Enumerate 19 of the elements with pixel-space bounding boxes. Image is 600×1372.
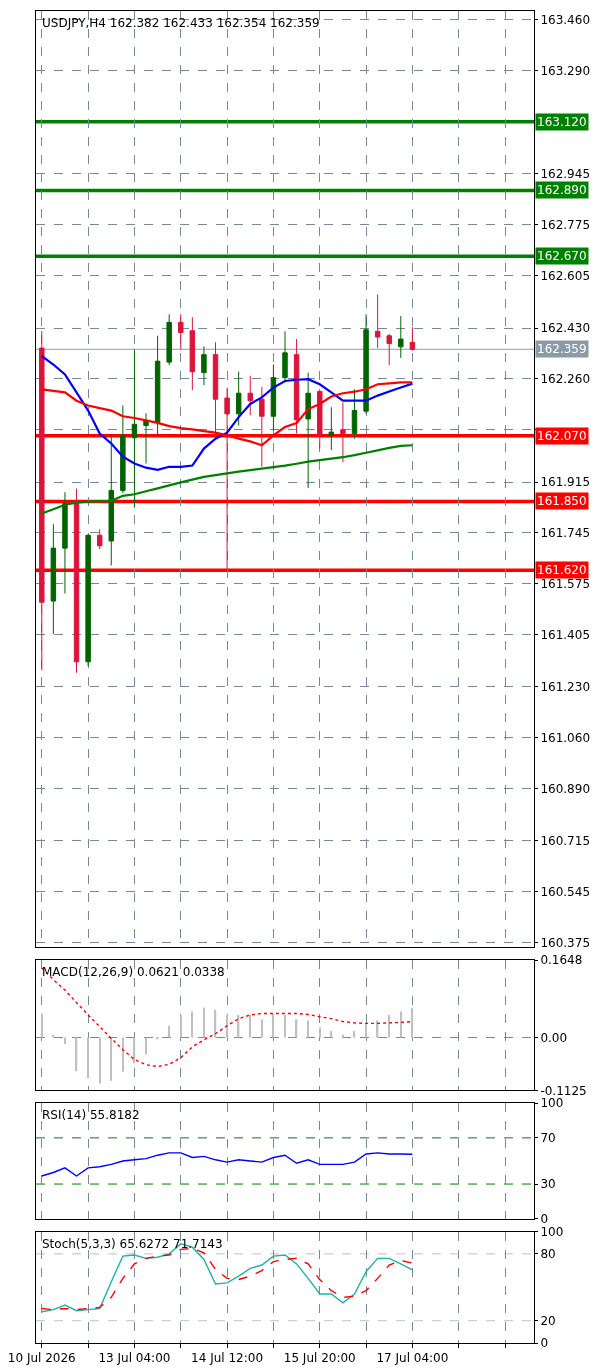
y-tick-label: 100 bbox=[540, 1096, 564, 1111]
y-tick-label: 100 bbox=[540, 1224, 564, 1239]
y-tick-label: 20 bbox=[540, 1313, 556, 1328]
y-tick-label: 0.00 bbox=[540, 1030, 568, 1045]
x-tick-label: 17 Jul 04:00 bbox=[376, 1351, 449, 1366]
chart-title: RSI(14) 55.8182 bbox=[42, 1108, 140, 1122]
y-tick-label: 0 bbox=[540, 1336, 549, 1351]
y-tick-label: 80 bbox=[540, 1247, 556, 1262]
y-tick-label: 0 bbox=[540, 1211, 549, 1226]
x-tick-label: 13 Jul 04:00 bbox=[98, 1351, 171, 1366]
y-tick-label: 30 bbox=[540, 1177, 556, 1192]
x-tick-label: 15 Jul 20:00 bbox=[283, 1351, 356, 1366]
chart-title: MACD(12,26,9) 0.0621 0.0338 bbox=[42, 965, 225, 979]
x-tick-label: 14 Jul 12:00 bbox=[191, 1351, 264, 1366]
y-tick-label: 70 bbox=[540, 1131, 556, 1146]
y-tick-label: -0.1125 bbox=[540, 1083, 587, 1098]
text: Stoch(5,3,3) 65.6272 71.7143 bbox=[42, 1237, 223, 1251]
y-tick-label: 0.1648 bbox=[540, 953, 583, 968]
x-tick-label: 10 Jul 2026 bbox=[7, 1351, 76, 1366]
